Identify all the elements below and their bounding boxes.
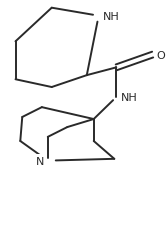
Text: NH: NH	[120, 93, 137, 103]
Text: N: N	[36, 156, 45, 166]
Text: NH: NH	[103, 12, 119, 22]
Text: O: O	[157, 50, 165, 60]
